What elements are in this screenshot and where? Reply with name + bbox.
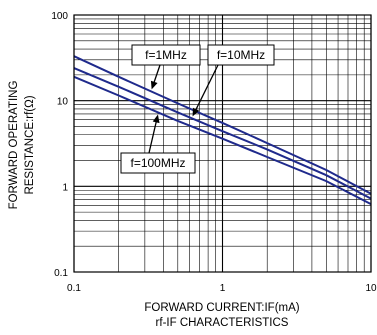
x-tick-labels: 0.1 1 10 <box>67 283 377 294</box>
y-tick-label: 1 <box>62 182 68 193</box>
plot-frame <box>73 14 372 273</box>
y-tick-label: 100 <box>51 11 68 22</box>
annotation-label: f=1MHz <box>145 48 187 62</box>
y-tick-labels: 0.1 1 10 100 <box>51 11 68 279</box>
annotation-label: f=100MHz <box>130 156 185 170</box>
x-tick-label: 1 <box>220 283 226 294</box>
series-lines <box>73 55 372 205</box>
series-line-3 <box>73 75 372 205</box>
annotation-arrow-line <box>148 120 158 154</box>
annotation-arrow-line <box>194 64 219 112</box>
annotation-arrow-line <box>152 64 161 84</box>
annotation-arrowhead <box>192 107 200 117</box>
annotation-box <box>120 152 196 174</box>
y-tick-label: 0.1 <box>54 268 68 279</box>
series-line-2 <box>73 67 372 200</box>
y-axis-title-line1: FORWARD OPERATING <box>8 81 20 210</box>
y-axis-title-line2: RESISTANCE:rf(Ω) <box>24 95 36 194</box>
series-line-1 <box>73 55 372 195</box>
y-tick-label: 10 <box>57 97 69 108</box>
x-tick-label: 10 <box>365 283 377 294</box>
x-axis-title: FORWARD CURRENT:IF(mA) <box>144 302 299 314</box>
annotation-label: f=10MHz <box>217 48 265 62</box>
annotation-box <box>131 44 201 66</box>
annotations: f=1MHz f=10MHz f=100MHz <box>120 44 275 174</box>
chart-subtitle: rf-IF CHARACTERISTICS <box>156 317 289 329</box>
annotation-box <box>207 44 275 66</box>
annotation-arrowhead <box>150 80 158 90</box>
annotation-arrowhead <box>152 114 160 124</box>
x-tick-label: 0.1 <box>67 283 81 294</box>
